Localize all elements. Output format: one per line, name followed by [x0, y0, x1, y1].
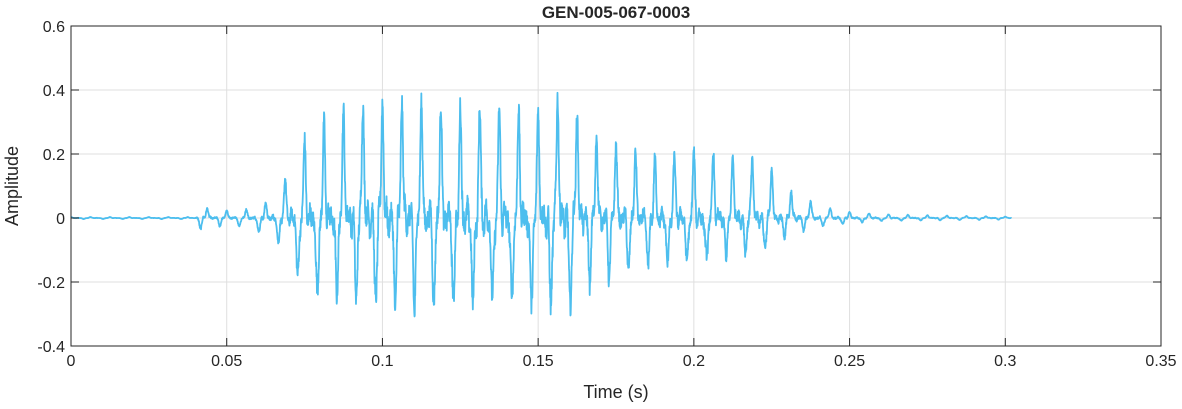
plot-frame: [70, 25, 1162, 347]
y-tick-label: -0.2: [37, 275, 65, 292]
x-tick-label: 0.15: [523, 353, 554, 370]
y-axis-label: Amplitude: [2, 146, 22, 226]
x-tick-label: 0.35: [1145, 353, 1176, 370]
x-axis-label: Time (s): [583, 382, 648, 402]
chart-title: GEN-005-067-0003: [542, 3, 690, 22]
x-tick-label: 0.2: [683, 353, 705, 370]
y-tick-label: -0.4: [37, 339, 65, 356]
x-tick-label: 0: [67, 353, 76, 370]
waveform-line: [70, 91, 1013, 318]
ticks: 0 0.05 0.1 0.15 0.2 0.25 0.3 0.35 -0.4 -0.2 0 0.2 0.…: [37, 19, 1176, 370]
series-layer: [70, 91, 1013, 318]
x-tick-label: 0.05: [211, 353, 242, 370]
y-tick-label: 0: [56, 211, 65, 228]
x-tick-label: 0.3: [994, 353, 1016, 370]
x-tick-label: 0.25: [834, 353, 865, 370]
x-tick-label: 0.1: [371, 353, 393, 370]
y-tick-label: 0.2: [43, 147, 65, 164]
y-tick-label: 0.4: [43, 83, 65, 100]
y-tick-label: 0.6: [43, 19, 65, 36]
plot-background: [71, 26, 1161, 346]
